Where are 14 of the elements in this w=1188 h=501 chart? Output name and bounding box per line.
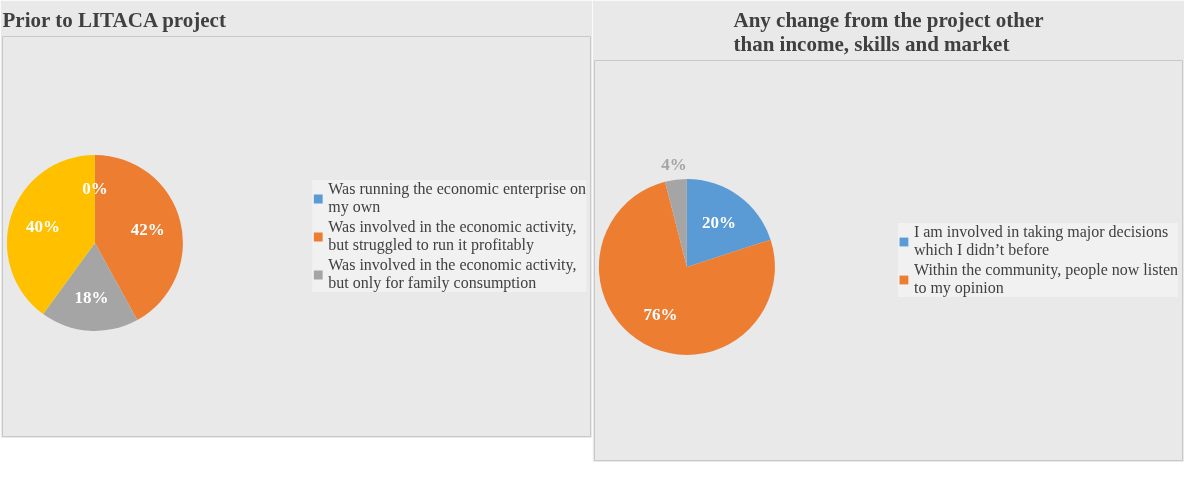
text: 0% [82, 178, 108, 198]
data-label: 4% [661, 155, 687, 175]
legend-label: Was involved in the economic activity, but only for family consumption [328, 256, 577, 292]
data-label: 40% [26, 216, 61, 236]
data-label: 18% [74, 287, 109, 307]
chart-title: Any change from the project other than income, skills and market [733, 7, 1044, 56]
data-label: 20% [701, 213, 736, 233]
legend-label: I am involved in taking major decisions which I didn’t before [913, 223, 1169, 259]
legend-label: Within the community, people now listen to my opinion [913, 261, 1178, 297]
data-label: 42% [130, 219, 165, 239]
legend-label: Was running the economic enterprise on my own [328, 180, 586, 216]
legend-label: Was involved in the economic activity, but struggled to run it profitably [328, 218, 577, 254]
chart-title: Prior to LITACA project [2, 7, 226, 32]
data-label: 76% [643, 305, 678, 325]
